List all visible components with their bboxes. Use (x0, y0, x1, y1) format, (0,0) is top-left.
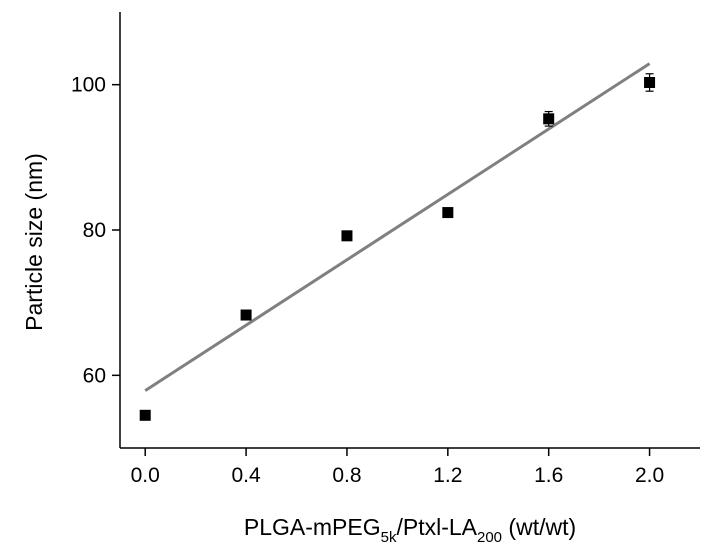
y-tick-label: 80 (83, 219, 106, 242)
data-point (341, 230, 353, 242)
x-tick-label: 1.2 (433, 464, 462, 487)
x-axis-title-subscript: 5k (381, 529, 397, 544)
x-tick-label: 1.6 (534, 464, 563, 487)
x-axis-title-part: PLGA-mPEG (244, 514, 381, 540)
fit-line (144, 62, 651, 392)
data-points-group (139, 73, 656, 421)
data-point (139, 409, 151, 421)
x-axis-title-part: /Ptxl-LA (396, 514, 477, 540)
x-axis-title-part: (wt/wt) (502, 514, 576, 540)
fit-line-group (144, 62, 651, 392)
labels-group: 0.0 0.4 0.8 1.2 1.6 2.0 60 80 100 Particle size (… (21, 74, 664, 544)
y-tick-label: 60 (83, 364, 106, 387)
y-axis-title: Particle size (nm) (21, 153, 47, 331)
x-axis-title-subscript: 200 (477, 529, 502, 544)
x-tick-label: 2.0 (635, 464, 664, 487)
data-point (240, 309, 252, 321)
data-point (644, 76, 656, 88)
y-tick-label: 100 (71, 74, 106, 97)
x-tick-label: 0.8 (332, 464, 361, 487)
data-point (442, 207, 454, 219)
x-tick-label: 0.4 (231, 464, 261, 487)
axes (112, 12, 700, 456)
data-point (543, 113, 555, 125)
x-axis-title: PLGA-mPEG5k/Ptxl-LA200 (wt/wt) (244, 514, 576, 544)
x-tick-label: 0.0 (131, 464, 160, 487)
